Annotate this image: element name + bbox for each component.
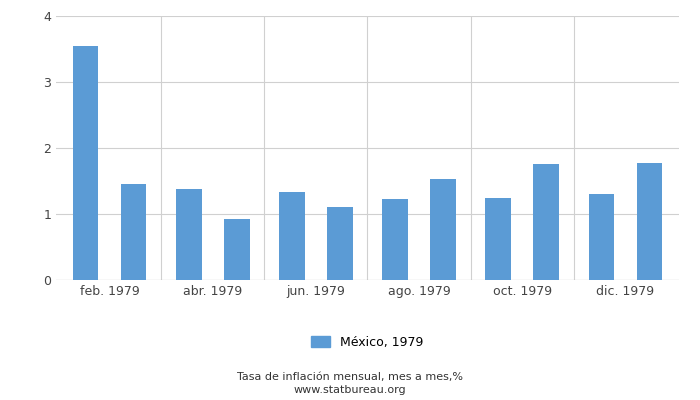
- Bar: [636, 163, 662, 280]
- Bar: [224, 219, 249, 280]
- Bar: [327, 207, 353, 280]
- Text: www.statbureau.org: www.statbureau.org: [294, 385, 406, 395]
- Bar: [279, 192, 304, 280]
- Bar: [73, 46, 99, 280]
- Bar: [176, 189, 202, 280]
- Bar: [430, 179, 456, 280]
- Legend: México, 1979: México, 1979: [307, 331, 428, 354]
- Text: Tasa de inflación mensual, mes a mes,%: Tasa de inflación mensual, mes a mes,%: [237, 372, 463, 382]
- Bar: [486, 198, 511, 280]
- Bar: [120, 184, 146, 280]
- Bar: [382, 199, 408, 280]
- Bar: [589, 194, 615, 280]
- Bar: [533, 164, 559, 280]
